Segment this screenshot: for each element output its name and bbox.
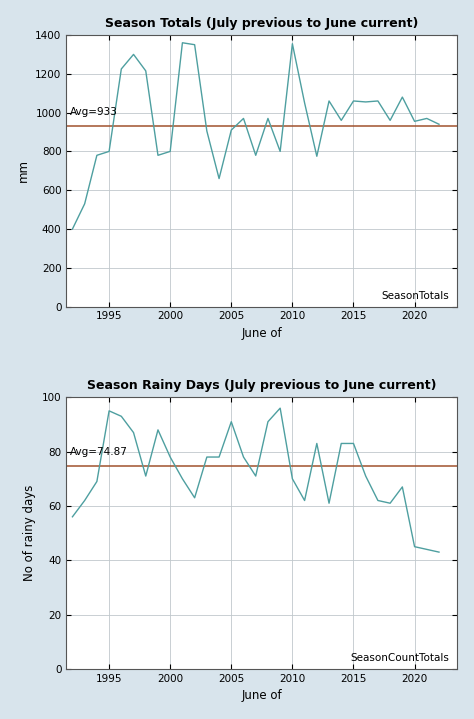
Y-axis label: No of rainy days: No of rainy days <box>23 485 36 581</box>
X-axis label: June of: June of <box>242 327 282 340</box>
Text: SeasonTotals: SeasonTotals <box>382 291 449 301</box>
Text: Avg=74.87: Avg=74.87 <box>70 447 128 457</box>
Y-axis label: mm: mm <box>17 160 30 183</box>
Title: Season Rainy Days (July previous to June current): Season Rainy Days (July previous to June… <box>87 379 437 392</box>
Text: Avg=933: Avg=933 <box>70 107 118 117</box>
Text: SeasonCountTotals: SeasonCountTotals <box>351 654 449 664</box>
X-axis label: June of: June of <box>242 690 282 702</box>
Title: Season Totals (July previous to June current): Season Totals (July previous to June cur… <box>105 17 419 29</box>
